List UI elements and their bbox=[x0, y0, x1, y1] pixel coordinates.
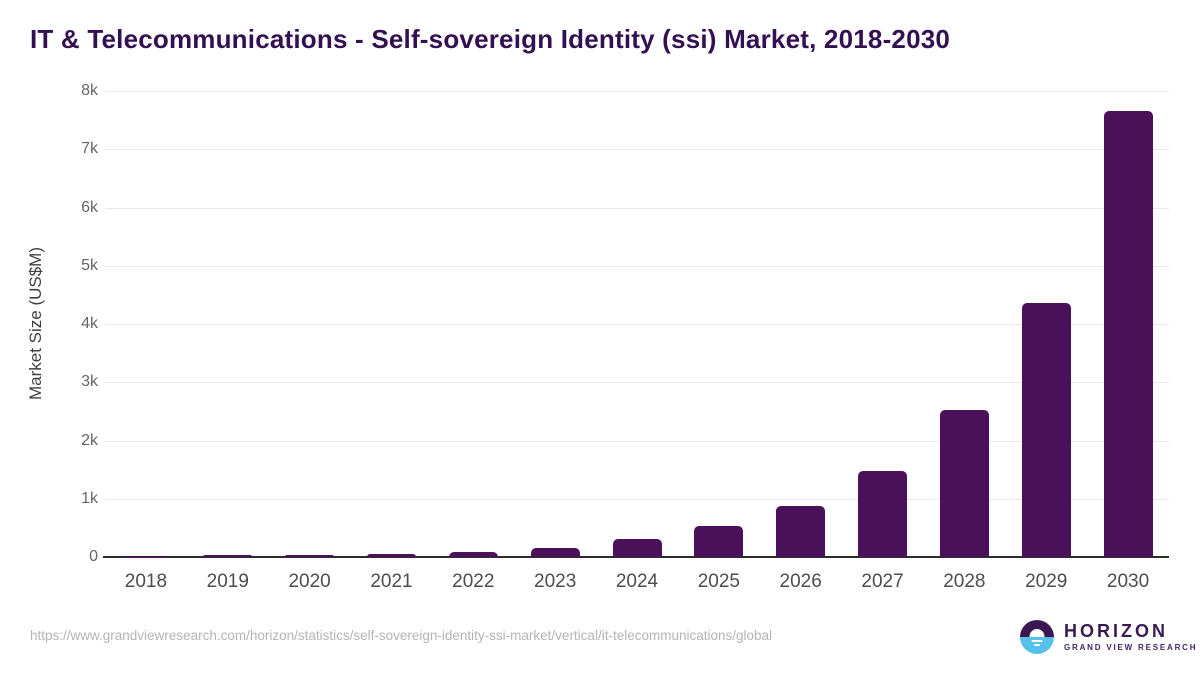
x-axis-label-2024: 2024 bbox=[615, 571, 659, 592]
sun-reflection-icon bbox=[1031, 639, 1043, 642]
x-axis-label-2026: 2026 bbox=[779, 571, 822, 592]
x-axis-label-2027: 2027 bbox=[861, 571, 904, 592]
gridline-5k bbox=[105, 265, 1169, 267]
y-tick-label-4k: 4k bbox=[81, 315, 98, 332]
x-axis-label-2021: 2021 bbox=[370, 571, 413, 592]
y-tick-label-2k: 2k bbox=[81, 431, 98, 449]
sun-icon bbox=[1029, 629, 1045, 637]
horizon-logo: HORIZON GRAND VIEW RESEARCH bbox=[1020, 620, 1197, 654]
x-axis-label-2018: 2018 bbox=[124, 571, 168, 592]
x-axis-label-2020: 2020 bbox=[288, 571, 331, 592]
bar-2029 bbox=[1021, 303, 1071, 557]
gridline-2k bbox=[105, 440, 1169, 442]
y-tick-label-1k: 1k bbox=[81, 489, 98, 507]
bar-2026 bbox=[776, 506, 826, 557]
chart-title: IT & Telecommunications - Self-sovereign… bbox=[30, 24, 951, 54]
y-tick-label-6k: 6k bbox=[81, 198, 98, 216]
bar-2019 bbox=[203, 555, 253, 557]
x-axis-labels: 2018 2019 2020 2021 2022 2023 2024 2025 2026 2027… bbox=[105, 571, 1169, 595]
gridline-8k bbox=[105, 91, 1169, 92]
sun-reflection-icon bbox=[1034, 644, 1040, 646]
x-axis-line bbox=[103, 556, 1169, 558]
y-tick-label-3k: 3k bbox=[81, 373, 98, 391]
bar-2021 bbox=[366, 553, 416, 557]
bar-2020 bbox=[285, 554, 335, 557]
x-axis-label-2025: 2025 bbox=[697, 571, 740, 592]
gridline-1k bbox=[105, 498, 1169, 500]
x-axis-label-2023: 2023 bbox=[534, 571, 577, 592]
gridline-3k bbox=[105, 382, 1169, 384]
bar-2024 bbox=[612, 539, 662, 557]
logo-subtitle: GRAND VIEW RESEARCH bbox=[1064, 642, 1198, 652]
gridline-4k bbox=[105, 324, 1169, 325]
bar-2027 bbox=[858, 470, 908, 557]
bar-2028 bbox=[939, 410, 989, 557]
bar-2030 bbox=[1103, 111, 1153, 557]
y-axis-ticks: 0 1k 2k 3k 4k 5k 6k 7k 8k bbox=[38, 82, 98, 565]
horizon-logo-icon bbox=[1020, 620, 1054, 654]
bar-2022 bbox=[448, 551, 498, 557]
x-axis-label-2030: 2030 bbox=[1106, 571, 1150, 592]
logo-text-block: HORIZON GRAND VIEW RESEARCH bbox=[1064, 621, 1198, 652]
x-axis-label-2029: 2029 bbox=[1025, 571, 1068, 592]
x-axis-label-2022: 2022 bbox=[452, 571, 495, 592]
bar-2023 bbox=[530, 547, 580, 557]
logo-brand: HORIZON bbox=[1064, 621, 1168, 642]
y-tick-label-5k: 5k bbox=[81, 256, 98, 274]
bar-2018 bbox=[121, 556, 171, 557]
bar-2025 bbox=[694, 526, 744, 557]
x-axis-label-2028: 2028 bbox=[943, 571, 986, 592]
x-axis-label-2019: 2019 bbox=[206, 571, 249, 592]
plot-area bbox=[103, 91, 1169, 558]
y-tick-label-7k: 7k bbox=[81, 140, 98, 158]
gridline-6k bbox=[105, 207, 1169, 209]
y-tick-label-8k: 8k bbox=[81, 82, 98, 99]
gridline-7k bbox=[105, 149, 1169, 151]
source-url: https://www.grandviewresearch.com/horizo… bbox=[30, 628, 773, 643]
y-tick-label-0: 0 bbox=[89, 548, 98, 565]
